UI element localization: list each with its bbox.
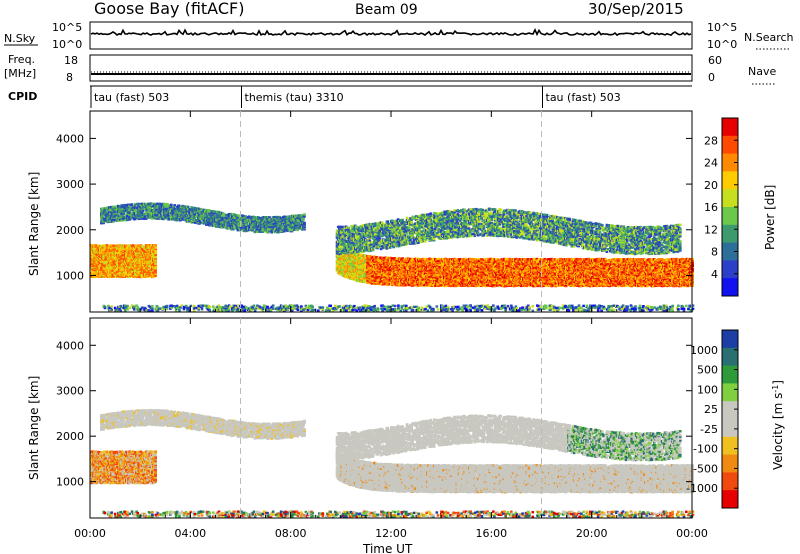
beam-title: Beam 09: [355, 2, 418, 18]
noise-panel: N.Sky 10^5 10^0 10^5 10^0 N.Search: [4, 21, 794, 51]
noise-left-tick-bottom: 10^0: [52, 38, 82, 51]
power-cell: [103, 207, 106, 209]
power-cell: [123, 204, 126, 206]
power-cell: [303, 213, 306, 215]
frequency-label-line2: [MHz]: [4, 67, 36, 80]
date-title: 30/Sep/2015: [588, 0, 684, 18]
power-cell: [187, 206, 190, 208]
cpid-segment-label: themis (tau) 3310: [245, 91, 344, 104]
power-cell: [194, 207, 197, 209]
frequency-right-tick-top: 60: [708, 54, 722, 67]
power-cell: [115, 205, 118, 207]
frequency-panel-frame: [90, 55, 692, 81]
frequency-right-tick-bottom: 0: [708, 71, 715, 84]
cpid-label: CPID: [8, 90, 37, 103]
power-cell: [254, 216, 257, 218]
power-cell: [303, 222, 306, 224]
nave-label: Nave: [748, 65, 776, 78]
power-cell: [178, 205, 181, 207]
frequency-panel: Freq. [MHz] 18 8 60 0 Nave: [4, 53, 776, 84]
noise-right-tick-bottom: 10^0: [707, 38, 737, 51]
power-cell: [154, 244, 157, 246]
power-cell: [163, 203, 166, 205]
power-cell: [134, 203, 137, 205]
power-cell: [364, 255, 367, 257]
noise-sky-line: [91, 30, 691, 35]
power-cell: [167, 203, 170, 205]
noise-right-label: N.Search: [744, 31, 794, 44]
power-cell: [173, 204, 176, 206]
frequency-left-tick-bottom: 8: [66, 71, 73, 84]
frequency-label-line1: Freq.: [8, 53, 35, 66]
power-cell: [106, 244, 109, 246]
cpid-segment-label: tau (fast) 503: [546, 91, 621, 104]
power-cell: [173, 208, 176, 210]
power-heatmap: [90, 202, 694, 312]
noise-left-label: N.Sky: [4, 32, 36, 45]
power-cell: [115, 245, 118, 247]
power-cell: [280, 217, 283, 219]
noise-right-tick-top: 10^5: [707, 21, 737, 34]
cpid-row: CPID tau (fast) 503 themis (tau) 3310 tau …: [8, 86, 692, 108]
power-cell: [230, 213, 233, 215]
power-cell: [303, 215, 306, 217]
cpid-segment-label: tau (fast) 503: [94, 91, 169, 104]
station-title: Goose Bay (fitACF): [94, 0, 244, 18]
power-cell: [111, 269, 114, 271]
frequency-left-tick-top: 18: [64, 54, 78, 67]
noise-left-tick-top: 10^5: [52, 21, 82, 34]
